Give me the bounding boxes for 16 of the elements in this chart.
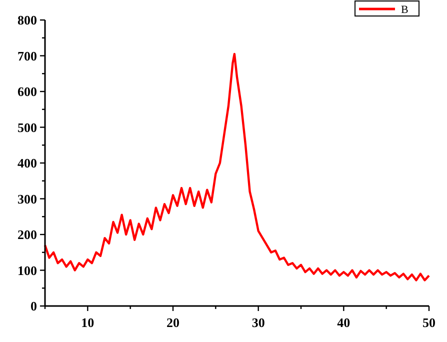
y-tick-label: 400: [18, 156, 37, 170]
x-tick-label: 20: [166, 315, 180, 330]
y-tick-label: 300: [18, 191, 37, 206]
y-tick-label: 600: [18, 84, 37, 99]
x-tick-label: 40: [337, 315, 350, 330]
y-tick-label: 700: [18, 48, 37, 64]
x-tick-label: 10: [81, 315, 94, 330]
y-tick-label: 0: [30, 298, 37, 314]
y-tick-label: 100: [18, 262, 37, 278]
line-series: [44, 52, 430, 282]
y-tick-label: 200: [18, 227, 37, 242]
y-tick-label: 800: [18, 12, 37, 28]
y-tick-label: 500: [18, 120, 37, 135]
legend-label: B: [401, 4, 408, 16]
x-tick-label: 30: [252, 315, 265, 330]
x-tick-label: 50: [422, 315, 436, 330]
